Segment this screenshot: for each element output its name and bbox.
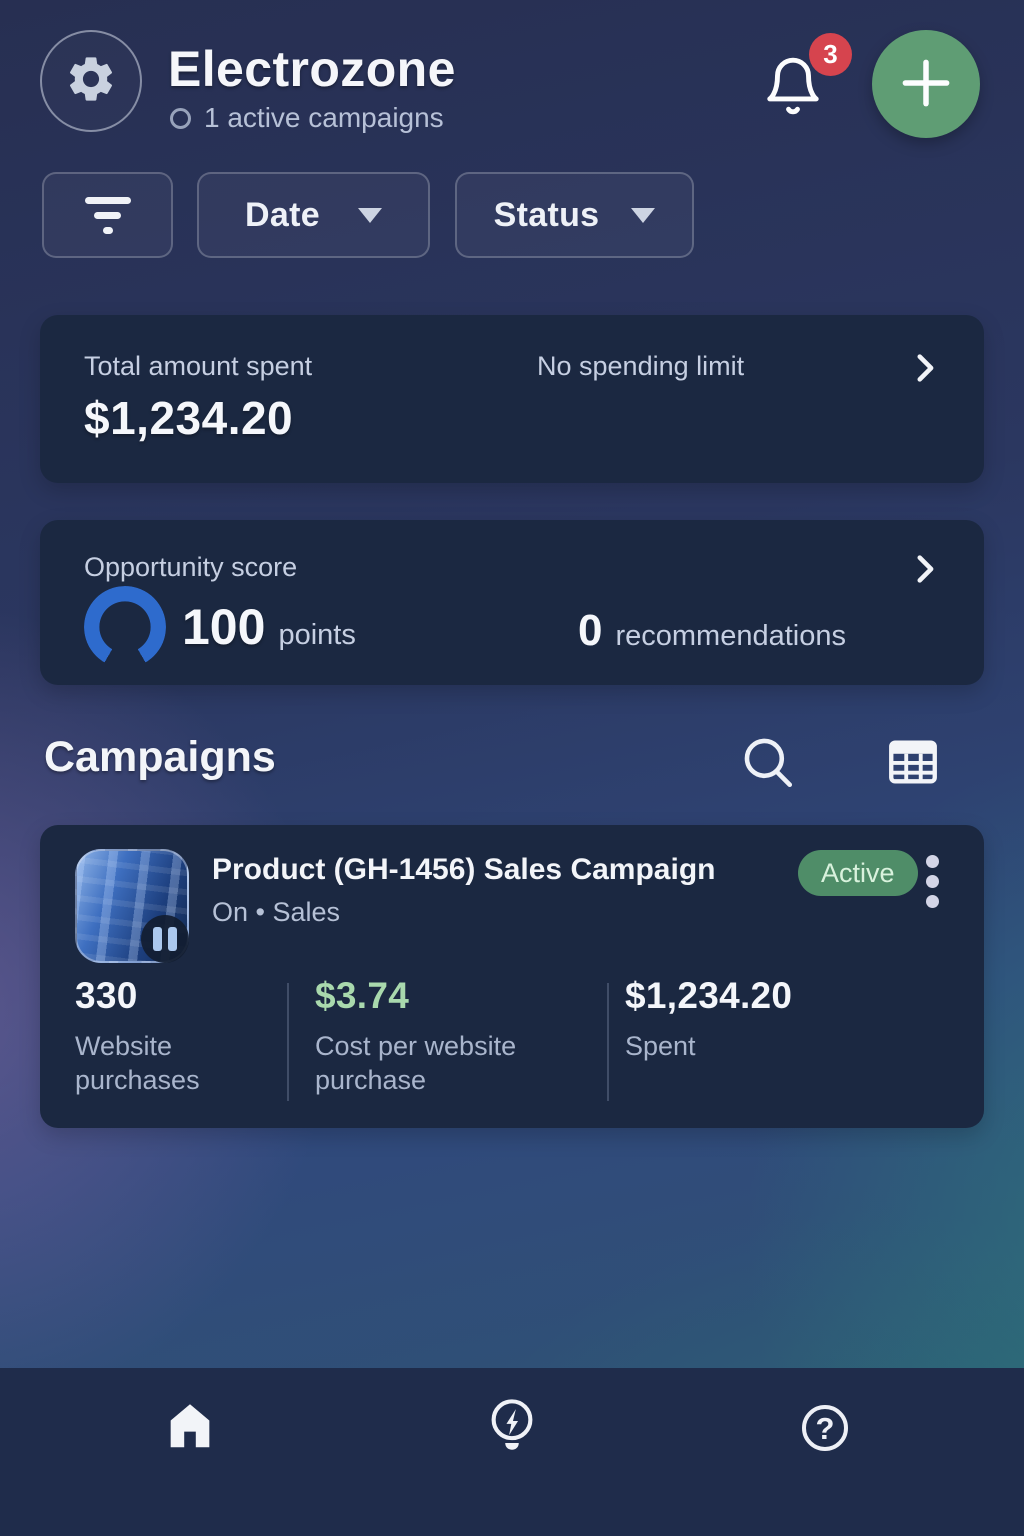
table-icon (883, 740, 943, 794)
kebab-menu-icon (926, 895, 939, 908)
pause-button[interactable] (141, 915, 189, 963)
campaign-subtitle: On • Sales (212, 897, 341, 927)
recommendations-group: 0 recommendations (578, 606, 846, 656)
campaign-card[interactable]: Product (GH-1456) Sales Campaign Active … (40, 825, 984, 1128)
more-options-button[interactable] (926, 855, 966, 919)
campaigns-heading: Campaigns (44, 733, 276, 781)
create-campaign-button[interactable] (872, 30, 980, 138)
search-button[interactable] (738, 733, 798, 793)
triangle-down-icon (631, 207, 656, 223)
spending-limit-label: No spending limit (537, 351, 745, 381)
lightbulb-icon (483, 1393, 541, 1464)
chevron-right-icon (904, 548, 946, 595)
page-title: Electrozone (168, 41, 456, 97)
table-view-button[interactable] (882, 733, 944, 793)
filter-lines-icon (84, 196, 131, 234)
gear-icon (64, 52, 118, 111)
notifications-button[interactable]: 3 (750, 33, 860, 134)
score-group: 100 points (182, 598, 356, 656)
stat-divider (287, 983, 289, 1101)
stat-value: 330 (75, 975, 138, 1016)
stat-label: Cost per website purchase (315, 1031, 517, 1095)
status-dropdown-label: Status (493, 195, 600, 234)
kebab-menu-icon (926, 855, 939, 868)
date-dropdown[interactable]: Date (197, 172, 430, 258)
active-campaigns-label: 1 active campaigns (204, 102, 444, 133)
spend-label: Total amount spent (84, 351, 313, 381)
recommendations-count: 0 (578, 606, 603, 655)
recommendations-label: recommendations (615, 620, 846, 652)
stat-cost-per-purchase: $3.74 Cost per website purchase (315, 975, 600, 1097)
notification-badge: 3 (809, 33, 852, 76)
campaign-title: Product (GH-1456) Sales Campaign (212, 853, 716, 886)
total-spent-value: $1,234.20 (84, 392, 294, 444)
triangle-down-icon (357, 207, 382, 223)
date-dropdown-label: Date (245, 195, 320, 234)
stat-value: $3.74 (315, 975, 410, 1016)
score-value: 100 (182, 599, 266, 655)
spend-summary-card[interactable]: Total amount spent No spending limit $1,… (40, 315, 984, 483)
score-unit: points (278, 619, 356, 651)
nav-home-button[interactable] (130, 1386, 250, 1470)
home-icon (161, 1398, 219, 1459)
active-campaigns-status: 1 active campaigns (170, 102, 444, 134)
stat-divider (607, 983, 609, 1101)
nav-help-button[interactable] (765, 1386, 885, 1470)
stat-website-purchases: 330 Website purchases (75, 975, 280, 1097)
settings-avatar[interactable] (40, 30, 142, 132)
help-icon (802, 1405, 848, 1451)
opportunity-score-label: Opportunity score (84, 552, 298, 582)
stat-label: Website purchases (75, 1031, 200, 1095)
bottom-nav (0, 1368, 1024, 1536)
stat-spent: $1,234.20 Spent (625, 975, 925, 1063)
search-icon (739, 738, 797, 794)
stat-label: Spent (625, 1031, 696, 1061)
kebab-menu-icon (926, 875, 939, 888)
nav-insights-button[interactable] (452, 1386, 572, 1470)
status-circle-icon (170, 107, 191, 129)
filter-button[interactable] (42, 172, 173, 258)
plus-icon (893, 50, 959, 119)
pause-icon (168, 927, 177, 951)
opportunity-score-card[interactable]: Opportunity score 100 points 0 recommend… (40, 520, 984, 685)
status-dropdown[interactable]: Status (455, 172, 694, 258)
pause-icon (153, 927, 162, 951)
score-gauge (84, 586, 166, 668)
stat-value: $1,234.20 (625, 975, 793, 1016)
status-badge: Active (798, 850, 918, 896)
chevron-right-icon (904, 347, 946, 394)
